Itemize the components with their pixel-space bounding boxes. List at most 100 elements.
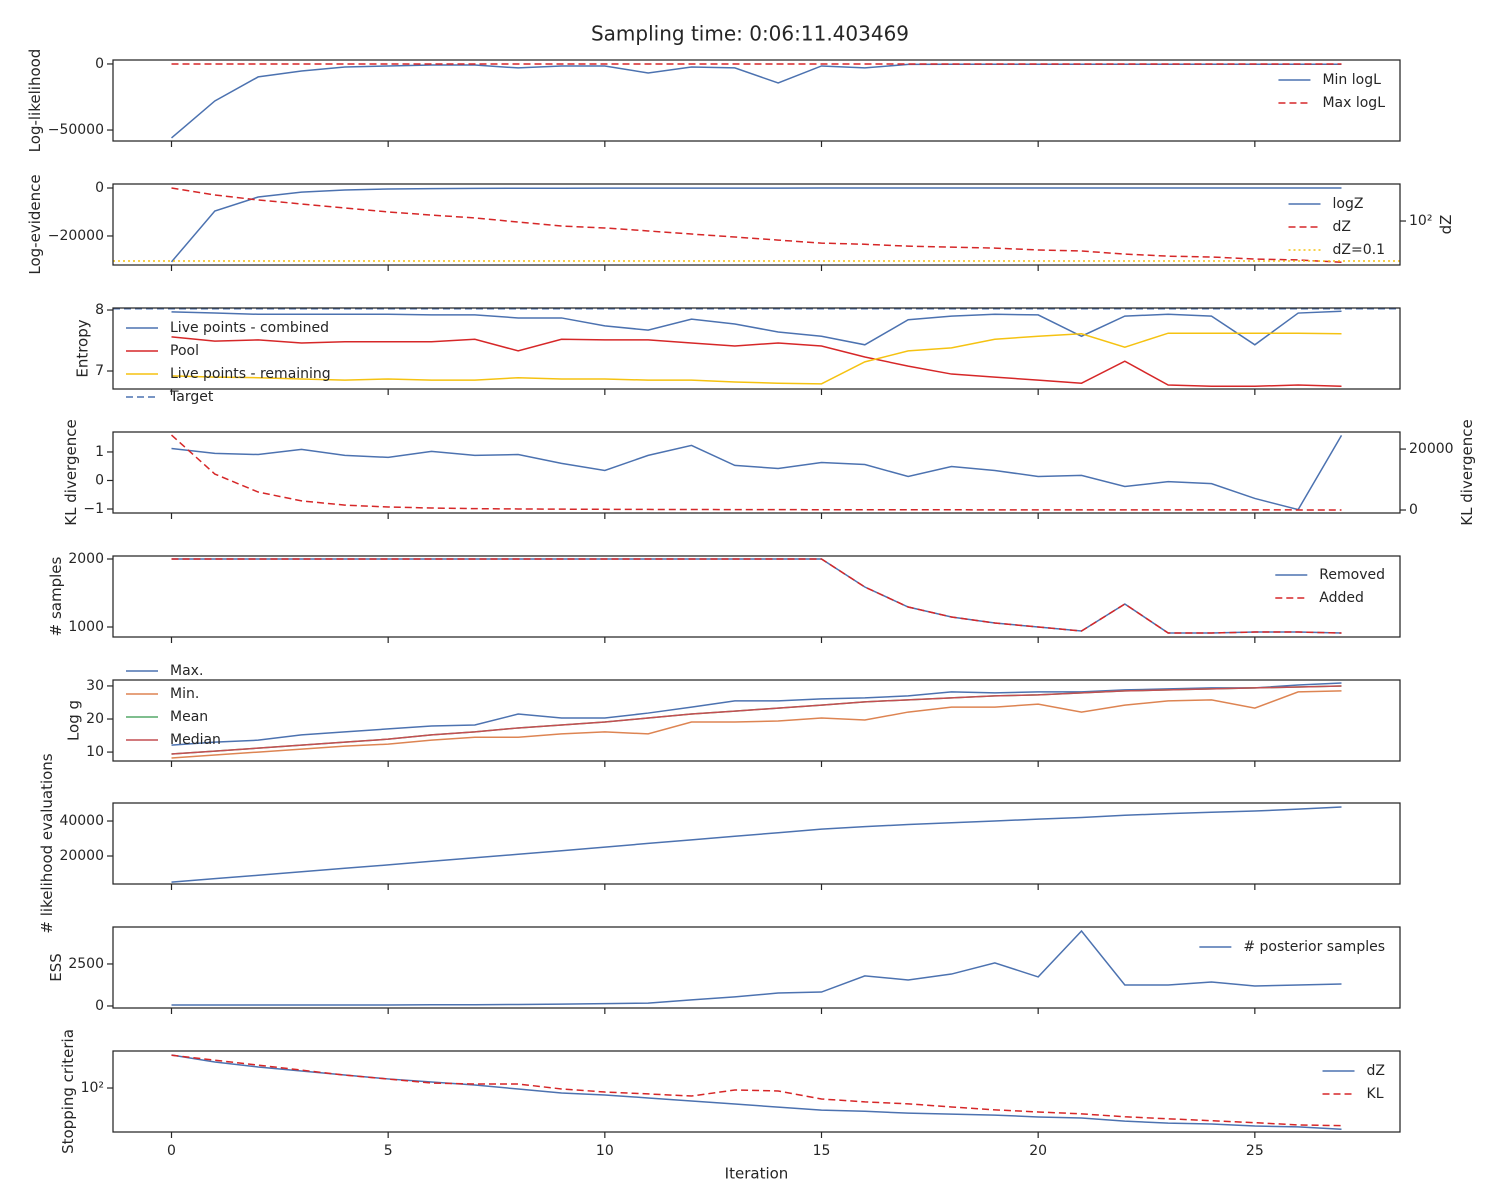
- legend: Min logL Max logL: [1278, 72, 1385, 111]
- series-line: [171, 685, 1342, 755]
- y-axis-label: # samples: [47, 556, 65, 636]
- axes-frame: [112, 183, 1401, 266]
- legend-label: Removed: [1319, 567, 1385, 583]
- legend-label: Added: [1319, 590, 1364, 606]
- legend: dZ KL: [1322, 1063, 1385, 1102]
- legend: Removed Added: [1275, 567, 1385, 606]
- legend-label: Mean: [170, 709, 208, 725]
- y-tick-label: −20000: [48, 228, 104, 244]
- axes-frame: [112, 59, 1401, 142]
- axes-frame: [112, 802, 1401, 885]
- legend-label: Min logL: [1322, 72, 1381, 88]
- legend: # posterior samples: [1199, 939, 1385, 955]
- axes-frame: [112, 307, 1401, 390]
- legend: logZ dZ dZ=0.1: [1288, 196, 1385, 258]
- series-line: [171, 336, 1342, 388]
- axes-frame: [112, 926, 1401, 1009]
- legend-label: Target: [169, 389, 214, 405]
- legend: Live points - combined Pool Live points - …: [126, 320, 331, 405]
- legend-label: Max.: [170, 663, 203, 679]
- legend-label: dZ: [1367, 1063, 1385, 1079]
- legend-label: Pool: [170, 343, 199, 359]
- y-tick-label: 7: [95, 363, 104, 379]
- x-axis-label: Iteration: [725, 1165, 789, 1183]
- y-tick-label: 30: [86, 678, 104, 694]
- legend-label: # posterior samples: [1243, 939, 1385, 955]
- axes-frame: [112, 431, 1401, 514]
- y-tick-label: 10²: [81, 1080, 104, 1096]
- y-tick-label: 1: [95, 444, 104, 460]
- y-tick-label: −50000: [48, 122, 104, 138]
- y-axis-label: Stopping criteria: [59, 1029, 77, 1154]
- legend-label: Median: [170, 732, 221, 748]
- series-line: [171, 1054, 1342, 1127]
- y-axis-label: KL divergence: [62, 419, 80, 525]
- axes: 20000 40000# likelihood evaluations: [38, 753, 1401, 934]
- x-tick-label: 0: [167, 1143, 176, 1159]
- series-line: [171, 1054, 1342, 1131]
- legend-label: dZ: [1333, 219, 1351, 235]
- legend-label: dZ=0.1: [1333, 242, 1385, 258]
- series-line: [171, 558, 1342, 634]
- y-tick-label: 8: [95, 302, 104, 318]
- y2-axis-label: dZ: [1437, 215, 1455, 235]
- series-line: [171, 558, 1342, 634]
- series-line: [171, 310, 1342, 346]
- y-axis-label: Log-evidence: [26, 174, 44, 274]
- axes: −50000 0 Log-likelihood: [26, 49, 1401, 153]
- legend: Max. Min. Mean Median: [126, 663, 221, 748]
- y2-tick-label: 20000: [1409, 441, 1454, 457]
- y-axis-label: # likelihood evaluations: [38, 753, 56, 933]
- y-tick-label: 1000: [68, 619, 104, 635]
- y-tick-label: 0: [95, 998, 104, 1014]
- y2-axis-label: KL divergence: [1458, 419, 1476, 525]
- series-line: [171, 806, 1342, 883]
- axes: −20000 0 Log-evidence 10² dZ: [26, 174, 1455, 274]
- series-line: [171, 690, 1342, 759]
- series-line: [171, 187, 1342, 264]
- y-tick-label: 0: [95, 56, 104, 72]
- legend-label: Max logL: [1322, 95, 1385, 111]
- x-tick-label: 10: [596, 1143, 614, 1159]
- axes: 1000 2000# samples: [47, 551, 1401, 643]
- series-line: [170, 187, 1342, 263]
- figure-title: Sampling time: 0:06:11.403469: [591, 22, 909, 46]
- y-tick-label: 0: [95, 180, 104, 196]
- y-tick-label: 2000: [68, 551, 104, 567]
- series-line: [171, 929, 1342, 1006]
- y-tick-label: 20000: [59, 848, 104, 864]
- y-axis-label: Log-likelihood: [26, 49, 44, 153]
- legend-label: KL: [1367, 1086, 1384, 1102]
- legend-label: logZ: [1333, 196, 1364, 212]
- x-tick-label: 20: [1029, 1143, 1047, 1159]
- y-tick-label: 20: [86, 711, 104, 727]
- x-tick-label: 5: [384, 1143, 393, 1159]
- x-tick-label: 25: [1246, 1143, 1264, 1159]
- series-line: [171, 685, 1342, 755]
- x-tick-label: 15: [813, 1143, 831, 1159]
- legend-label: Live points - remaining: [170, 366, 331, 382]
- y-tick-label: 40000: [59, 813, 104, 829]
- axes-frame: [112, 555, 1401, 638]
- y-tick-label: 10: [86, 744, 104, 760]
- axes-frame: [112, 1050, 1401, 1133]
- series-line: [171, 63, 1342, 139]
- y-axis-label: Log g: [65, 700, 83, 741]
- y2-tick-label: 10²: [1409, 213, 1432, 229]
- series-line: [170, 434, 1342, 511]
- y2-tick-label: 0: [1409, 502, 1418, 518]
- legend-label: Live points - combined: [170, 320, 329, 336]
- series-line: [171, 435, 1343, 511]
- y-tick-label: −1: [83, 501, 104, 517]
- series-line: [171, 682, 1342, 746]
- y-axis-label: Entropy: [74, 319, 92, 377]
- legend-label: Min.: [170, 686, 199, 702]
- y-tick-label: 2500: [68, 956, 104, 972]
- y-axis-label: ESS: [47, 953, 65, 982]
